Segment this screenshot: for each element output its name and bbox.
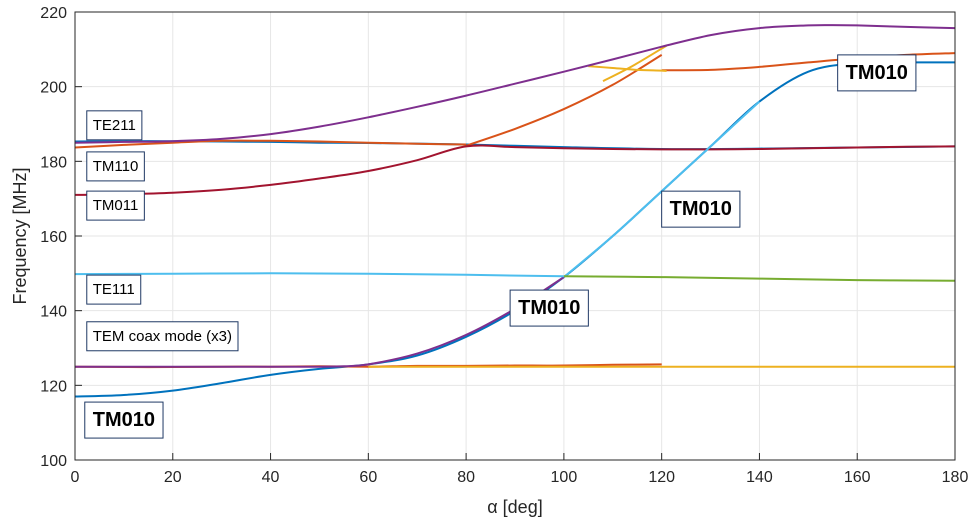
annotation-frame xyxy=(86,274,142,305)
series-line-9 xyxy=(602,44,668,82)
annotation-box: TM011 xyxy=(86,190,145,221)
annotation-frame xyxy=(837,54,917,92)
series-line-12 xyxy=(74,144,956,196)
annotation-label: TM011 xyxy=(93,197,139,214)
series-line-13 xyxy=(74,272,564,278)
series-line-10 xyxy=(74,24,956,144)
y-tick-label: 180 xyxy=(40,154,67,171)
x-tick-label: 40 xyxy=(262,469,280,486)
y-tick-label: 220 xyxy=(40,5,67,22)
series-line-5 xyxy=(465,54,663,147)
annotation-box: TE111 xyxy=(86,274,142,305)
x-tick-label: 20 xyxy=(164,469,182,486)
x-tick-label: 120 xyxy=(648,469,675,486)
x-tick-label: 180 xyxy=(942,469,969,486)
annotation-frame xyxy=(86,151,145,182)
annotation-box: TM010 xyxy=(661,190,741,228)
x-axis-label: α [deg] xyxy=(487,497,542,517)
annotation-box: TEM coax mode (x3) xyxy=(86,321,239,352)
annotation-frame xyxy=(86,190,145,221)
y-tick-label: 140 xyxy=(40,304,67,321)
y-tick-label: 160 xyxy=(40,229,67,246)
mode-annotations: TE211 TM110 TM011 TE111 TEM coax mode (x3) TM… xyxy=(84,54,917,439)
annotation-label: TM010 xyxy=(670,198,732,220)
annotation-label: TE211 xyxy=(93,117,136,134)
x-tick-label: 100 xyxy=(551,469,578,486)
annotation-frame xyxy=(86,110,143,141)
y-tick-label: 100 xyxy=(40,453,67,470)
tick-labels: 0 20 40 60 80 100 120 140 160 180 100 120 140 160 180 2… xyxy=(40,5,968,486)
annotation-label: TM010 xyxy=(518,297,580,319)
x-tick-label: 160 xyxy=(844,469,871,486)
y-axis-label: Frequency [MHz] xyxy=(10,167,30,304)
x-tick-label: 60 xyxy=(359,469,377,486)
annotation-label: TM110 xyxy=(93,158,139,175)
annotation-frame xyxy=(509,289,589,327)
x-tick-label: 140 xyxy=(746,469,773,486)
annotation-box: TM010 xyxy=(84,401,164,439)
annotation-box: TM110 xyxy=(86,151,145,182)
annotation-box: TM010 xyxy=(837,54,917,92)
series-line-15 xyxy=(563,275,956,282)
series-line-3 xyxy=(74,139,467,149)
series-line-11 xyxy=(74,276,565,368)
annotation-box: TM010 xyxy=(509,289,589,327)
annotation-box: TE211 xyxy=(86,110,143,141)
x-tick-label: 80 xyxy=(457,469,475,486)
x-tick-label: 0 xyxy=(71,469,80,486)
series-line-8 xyxy=(588,65,667,72)
annotation-label: TEM coax mode (x3) xyxy=(93,328,232,345)
y-tick-label: 200 xyxy=(40,80,67,97)
annotation-frame xyxy=(84,401,164,439)
annotation-frame xyxy=(661,190,741,228)
annotation-frame xyxy=(86,321,239,352)
annotation-label: TM010 xyxy=(846,62,908,84)
annotation-label: TE111 xyxy=(93,281,135,298)
annotation-label: TM010 xyxy=(93,409,155,431)
y-tick-label: 120 xyxy=(40,378,67,395)
